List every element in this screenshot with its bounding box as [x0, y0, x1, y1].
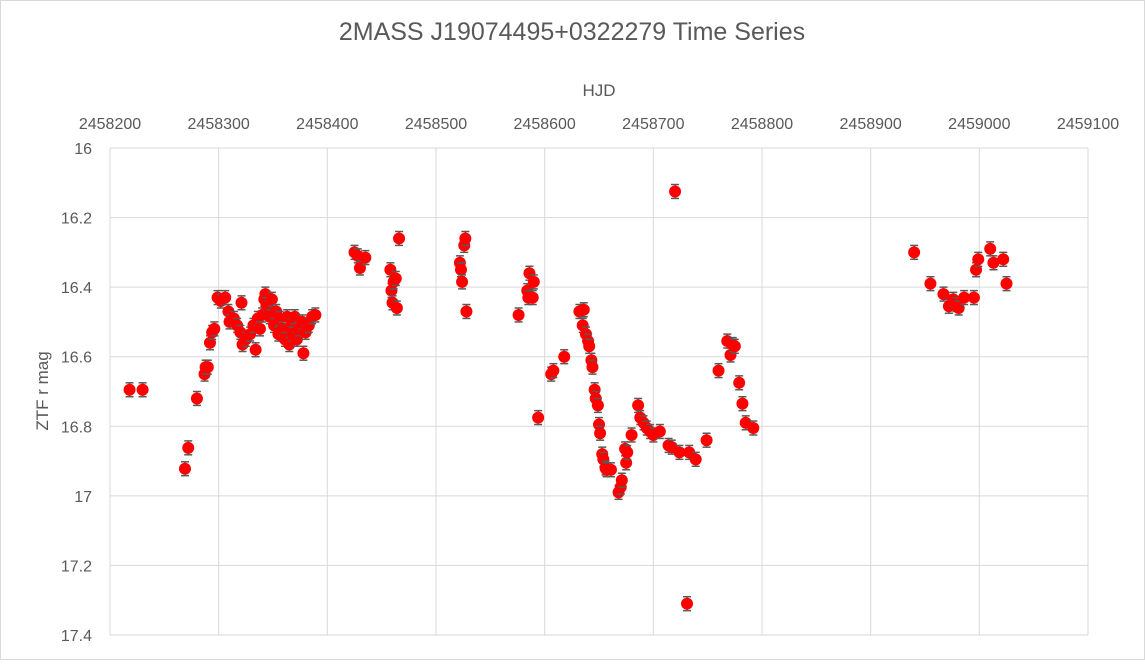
point — [615, 474, 628, 487]
point — [583, 340, 596, 353]
point — [621, 446, 634, 459]
x-tick-label: 2458200 — [79, 116, 141, 133]
point — [249, 343, 262, 356]
point — [747, 422, 760, 435]
point — [604, 463, 617, 476]
point — [700, 434, 713, 447]
point — [454, 263, 467, 276]
point — [182, 441, 195, 454]
x-tick-label: 2458500 — [405, 116, 467, 133]
point — [712, 364, 725, 377]
point — [594, 427, 607, 440]
point — [997, 253, 1010, 266]
point — [653, 425, 666, 438]
point — [359, 251, 372, 264]
point — [390, 302, 403, 315]
point — [591, 399, 604, 412]
point — [201, 361, 214, 374]
x-tick-label: 2458800 — [731, 116, 793, 133]
point — [625, 428, 638, 441]
y-tick-label: 16 — [74, 141, 92, 158]
point — [265, 293, 278, 306]
point — [586, 361, 599, 374]
point — [208, 322, 221, 335]
point — [460, 305, 473, 318]
x-tick-label: 2458600 — [514, 116, 576, 133]
chart-title: 2MASS J19074495+0322279 Time Series — [339, 18, 805, 46]
point — [389, 272, 402, 285]
y-tick-label: 17.4 — [61, 628, 92, 645]
point — [190, 392, 203, 405]
x-tick-label: 2458400 — [296, 116, 358, 133]
x-tick-label: 2458900 — [840, 116, 902, 133]
point — [558, 350, 571, 363]
point — [526, 291, 539, 304]
y-tick-label: 16.6 — [61, 350, 92, 367]
point — [393, 232, 406, 245]
point — [984, 242, 997, 255]
point — [669, 185, 682, 198]
point — [136, 383, 149, 396]
point — [219, 291, 232, 304]
point — [681, 597, 694, 610]
point — [547, 364, 560, 377]
point — [527, 275, 540, 288]
y-tick-label: 16.2 — [61, 211, 92, 228]
point — [309, 308, 322, 321]
point — [924, 277, 937, 290]
y-tick-label: 17.2 — [61, 558, 92, 575]
point — [297, 347, 310, 360]
point — [972, 253, 985, 266]
point — [937, 288, 950, 301]
point — [1000, 277, 1013, 290]
point — [689, 453, 702, 466]
y-axis-label: ZTF r mag — [33, 351, 52, 430]
y-tick-label: 16.4 — [61, 280, 92, 297]
point — [632, 399, 645, 412]
y-tick-label: 16.8 — [61, 419, 92, 436]
point — [532, 411, 545, 424]
point — [577, 303, 590, 316]
x-tick-label: 2458300 — [188, 116, 250, 133]
point — [908, 246, 921, 259]
x-axis-label: HJD — [582, 81, 615, 100]
y-tick-label: 17 — [74, 489, 92, 506]
point — [733, 376, 746, 389]
point — [456, 275, 469, 288]
x-tick-label: 2459100 — [1057, 116, 1119, 133]
point — [728, 340, 741, 353]
x-tick-label: 2458700 — [622, 116, 684, 133]
marks — [123, 183, 1013, 612]
point — [512, 308, 525, 321]
point — [235, 296, 248, 309]
point — [967, 291, 980, 304]
x-tick-label: 2459000 — [948, 116, 1010, 133]
point — [123, 383, 136, 396]
point — [253, 322, 266, 335]
point — [178, 462, 191, 475]
point — [459, 232, 472, 245]
point — [736, 397, 749, 410]
